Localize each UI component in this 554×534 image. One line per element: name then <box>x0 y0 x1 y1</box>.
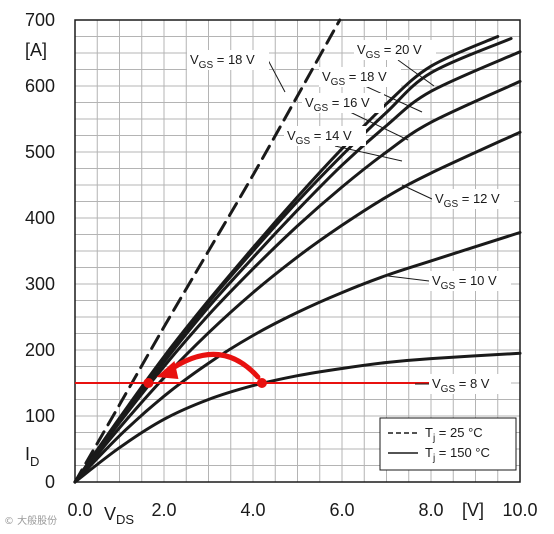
x-unit: [V] <box>462 500 484 520</box>
legend: Tj = 25 °CTj = 150 °C <box>379 417 517 471</box>
axis-labels: [A] [V] ID VDS <box>25 40 484 527</box>
arrow-arc <box>165 351 261 380</box>
legend-label: Tj = 150 °C <box>425 445 490 464</box>
label-background <box>187 50 269 70</box>
label-background <box>302 93 384 113</box>
y-tick-label: 400 <box>25 208 55 228</box>
x-axis-label: VDS <box>104 504 134 527</box>
label-background <box>354 40 436 60</box>
label-background <box>319 67 401 87</box>
legend-box <box>379 417 517 471</box>
label-leader-line <box>387 275 430 282</box>
series-label-5: VGS = 12 V <box>435 191 500 210</box>
watermark: © 大般股份 <box>4 514 57 527</box>
curves <box>73 18 522 484</box>
marker-point <box>256 378 267 388</box>
label-leader-line <box>349 111 409 141</box>
series-curve-6 <box>73 231 522 484</box>
x-tick-label: 8.0 <box>418 500 443 520</box>
label-background <box>432 189 514 209</box>
y-tick-label: 200 <box>25 340 55 360</box>
grid <box>74 19 521 483</box>
y-tick-label: 700 <box>25 10 55 30</box>
series-label-4: VGS = 14 V <box>287 128 352 147</box>
series-curve-3 <box>73 50 522 484</box>
y-tick-label: 500 <box>25 142 55 162</box>
series-curve-5 <box>73 130 522 484</box>
x-tick-label: 6.0 <box>329 500 354 520</box>
series-label-0: VGS = 18 V <box>190 52 255 71</box>
label-background <box>429 374 511 394</box>
series-labels: VGS = 18 V VGS = 20 V VGS = 18 V VGS = 16 V… <box>187 40 514 395</box>
series-curve-0 <box>73 18 342 484</box>
arrow-head <box>156 361 179 379</box>
plot-frame <box>74 19 521 483</box>
x-tick-label: 10.0 <box>502 500 537 520</box>
series-label-2: VGS = 18 V <box>322 69 387 88</box>
y-tick-label: 0 <box>45 472 55 492</box>
label-leader-line <box>397 59 435 87</box>
y-axis-label: ID <box>25 444 39 469</box>
y-tick-label: 100 <box>25 406 55 426</box>
y-tick-label: 300 <box>25 274 55 294</box>
red-annotation <box>75 351 431 388</box>
tick-labels: 0.0 2.0 4.0 6.0 8.0 10.0 0 100 200 300 400 500 600 70… <box>25 10 538 520</box>
series-label-7: VGS = 8 V <box>432 376 490 395</box>
label-leader-line <box>267 59 286 93</box>
series-label-3: VGS = 16 V <box>305 95 370 114</box>
series-curve-4 <box>73 79 522 484</box>
legend-label: Tj = 25 °C <box>425 425 483 444</box>
label-leader-line <box>401 184 433 200</box>
series-label-6: VGS = 10 V <box>432 273 497 292</box>
marker-point <box>143 378 154 388</box>
series-label-1: VGS = 20 V <box>357 42 422 61</box>
x-tick-label: 0.0 <box>67 500 92 520</box>
x-tick-label: 2.0 <box>151 500 176 520</box>
y-tick-label: 600 <box>25 76 55 96</box>
y-unit: [A] <box>25 40 47 60</box>
x-tick-label: 4.0 <box>240 500 265 520</box>
label-leader-line <box>364 85 423 113</box>
series-curve-7 <box>73 351 522 484</box>
label-background <box>429 271 511 291</box>
label-leader-line <box>334 145 403 162</box>
label-background <box>284 126 366 146</box>
